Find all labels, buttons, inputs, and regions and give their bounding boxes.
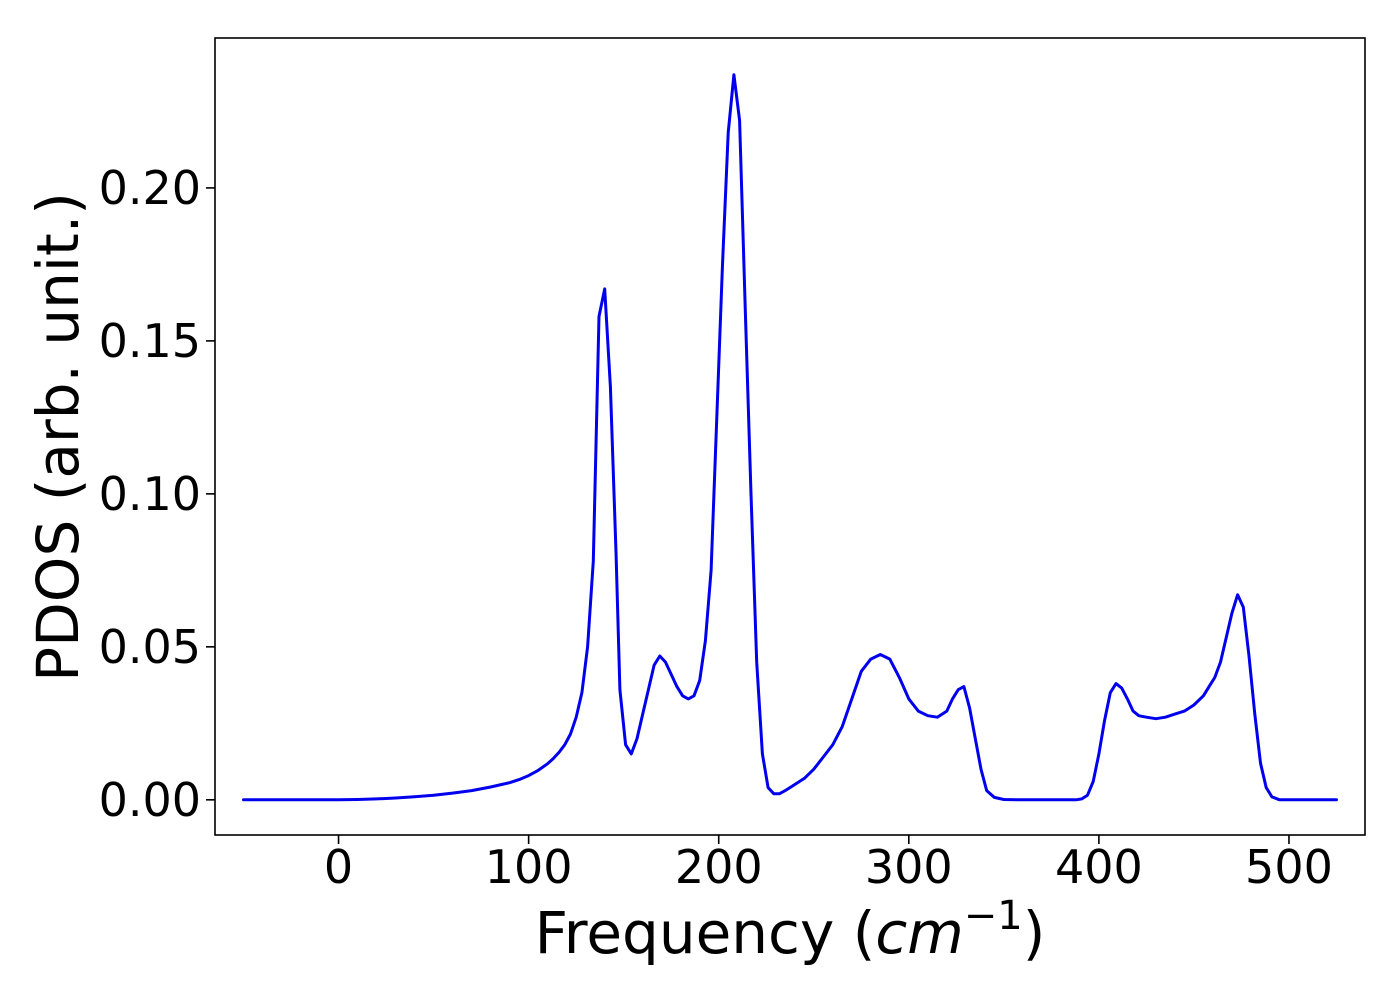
y-tick-label: 0.00 [99, 773, 201, 827]
x-axis-label-close: ) [1023, 899, 1046, 967]
y-tick-label: 0.15 [99, 314, 201, 368]
x-axis-label-unit: cm [875, 899, 963, 967]
x-axis: 0 100 200 300 400 500 [324, 835, 1333, 894]
x-tick-label: 0 [324, 840, 353, 894]
x-tick-label: 200 [675, 840, 763, 894]
x-axis-label-exponent: −1 [964, 893, 1023, 939]
y-tick-label: 0.05 [99, 620, 201, 674]
x-tick-label: 100 [485, 840, 573, 894]
x-tick-label: 500 [1245, 840, 1333, 894]
y-tick-label: 0.20 [99, 161, 201, 215]
y-axis: 0.00 0.05 0.10 0.15 0.20 [99, 161, 215, 827]
series-layer [242, 73, 1338, 802]
plot-frame [214, 37, 1366, 836]
y-tick-label: 0.10 [99, 467, 201, 521]
x-tick-label: 400 [1055, 840, 1143, 894]
x-tick-label: 300 [865, 840, 953, 894]
pdos-line [242, 73, 1338, 802]
x-axis-label-text: Frequency ( [535, 899, 876, 967]
x-axis-label: Frequency (cm−1) [535, 893, 1046, 967]
y-axis-label: PDOS (arb. unit.) [24, 192, 92, 682]
